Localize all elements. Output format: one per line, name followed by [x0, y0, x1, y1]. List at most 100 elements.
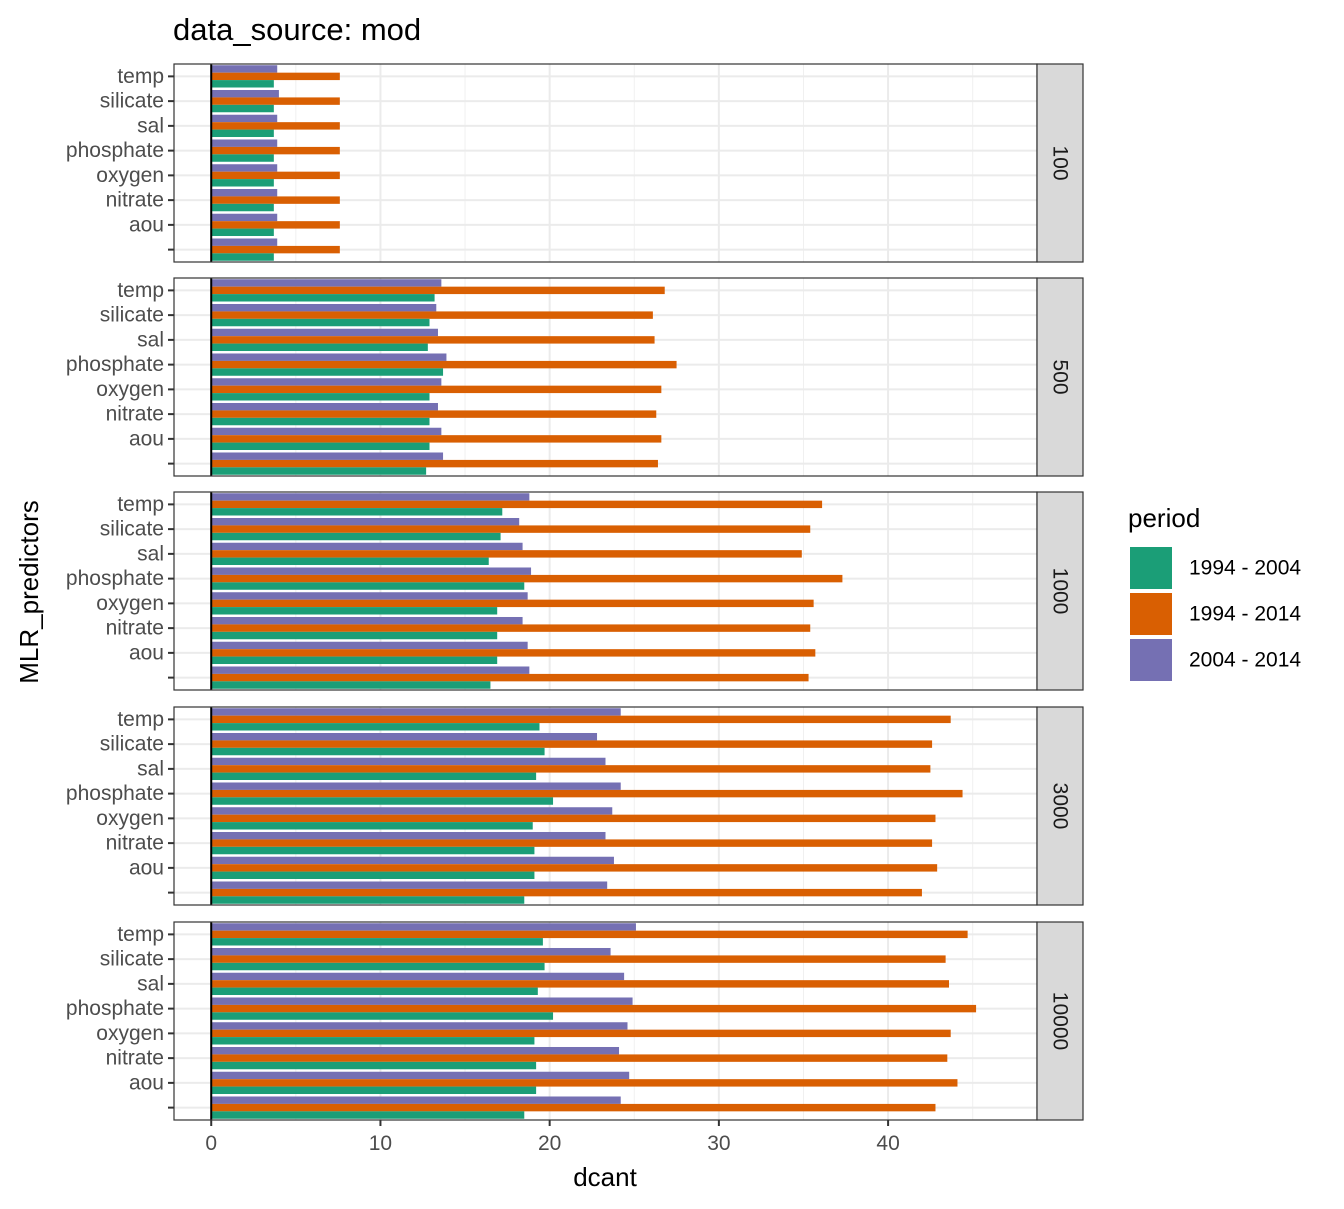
y-tick-label: aou	[129, 1071, 164, 1094]
chart-title: data_source: mod	[173, 12, 421, 47]
y-tick-label: oxygen	[96, 1022, 164, 1045]
bar-500-aou-2004-2014	[211, 427, 442, 436]
bar-1000-aou-2004-2014	[211, 641, 528, 650]
bar-500-temp-1994-2014	[211, 286, 665, 295]
legend-key	[1130, 639, 1172, 681]
facet-panel-500: 500 tempsilicatesalphosphateoxygennitrate…	[66, 277, 1084, 477]
bar-100-nitrate-1994-2004	[211, 203, 274, 212]
facet-strip-label: 10000	[1049, 992, 1072, 1050]
bar-100-sal-1994-2014	[211, 122, 340, 130]
facet-panel-3000: 3000 tempsilicatesalphosphateoxygennitrat…	[66, 706, 1084, 906]
legend-label: 1994 - 2004	[1189, 557, 1301, 580]
facet-strip-label: 1000	[1049, 568, 1072, 615]
bar-500-aou-1994-2004	[211, 442, 430, 451]
y-tick-label: oxygen	[96, 378, 164, 401]
y-tick-label: temp	[117, 65, 164, 88]
bar-3000-aou-1994-2004	[211, 871, 535, 880]
legend-title: period	[1128, 503, 1200, 533]
bar-1000-temp-1994-2014	[211, 500, 823, 509]
bar-100-temp-2004-2014	[211, 65, 278, 73]
bar-3000-silicate-1994-2014	[211, 740, 933, 748]
bar-10000-nitrate-2004-2014	[211, 1046, 620, 1055]
bar-3000-temp-2004-2014	[211, 708, 621, 716]
bar-10000-oxygen-1994-2004	[211, 1037, 535, 1045]
facet-strip	[1036, 921, 1084, 1121]
facet-strip	[1036, 63, 1084, 263]
y-tick-label: aou	[129, 427, 164, 450]
bar-1000-blank-1994-2014	[211, 673, 809, 682]
bar-100-nitrate-1994-2014	[211, 196, 340, 204]
bar-500-sal-2004-2014	[211, 328, 438, 337]
bar-1000-aou-1994-2004	[211, 656, 498, 665]
y-tick-label: silicate	[100, 733, 164, 756]
y-tick-label: silicate	[100, 304, 164, 327]
bar-500-temp-2004-2014	[211, 279, 442, 287]
bar-1000-nitrate-1994-2014	[211, 624, 811, 632]
facet-strip	[1036, 491, 1084, 691]
facet-strip	[1036, 277, 1084, 477]
bar-100-silicate-2004-2014	[211, 89, 279, 98]
bar-10000-phosphate-2004-2014	[211, 997, 633, 1005]
bar-1000-silicate-1994-2004	[211, 532, 501, 541]
bar-3000-silicate-1994-2004	[211, 747, 545, 756]
facet-panel-1000: 1000 tempsilicatesalphosphateoxygennitrat…	[66, 491, 1084, 691]
x-tick-label: 40	[876, 1132, 899, 1155]
y-tick-label: aou	[129, 641, 164, 664]
bar-500-silicate-1994-2014	[211, 311, 653, 319]
y-tick-label: nitrate	[106, 617, 164, 640]
bar-1000-sal-2004-2014	[211, 542, 523, 551]
bar-1000-phosphate-1994-2014	[211, 574, 843, 583]
bar-3000-temp-1994-2004	[211, 723, 540, 731]
bar-500-oxygen-2004-2014	[211, 378, 442, 386]
bar-3000-aou-1994-2014	[211, 864, 938, 872]
y-tick-label: silicate	[100, 948, 164, 971]
bar-10000-phosphate-1994-2004	[211, 1012, 554, 1020]
bar-1000-oxygen-1994-2014	[211, 599, 814, 608]
bar-1000-aou-1994-2014	[211, 649, 816, 657]
facet-strip-label: 500	[1049, 359, 1072, 394]
panel-background	[174, 64, 1037, 262]
y-axis-label: MLR_predictors	[14, 500, 44, 684]
bar-10000-blank-1994-2014	[211, 1103, 936, 1112]
bar-500-silicate-2004-2014	[211, 303, 437, 312]
bar-500-oxygen-1994-2004	[211, 393, 430, 401]
bar-100-temp-1994-2014	[211, 72, 340, 81]
bar-500-blank-1994-2014	[211, 459, 658, 468]
bar-100-phosphate-1994-2014	[211, 146, 340, 155]
bar-10000-phosphate-1994-2014	[211, 1004, 977, 1013]
bar-100-sal-2004-2014	[211, 114, 278, 123]
legend-label: 1994 - 2014	[1189, 603, 1301, 626]
bar-100-phosphate-2004-2014	[211, 139, 278, 147]
bar-500-temp-1994-2004	[211, 294, 435, 302]
bar-3000-sal-1994-2014	[211, 765, 931, 773]
bar-3000-nitrate-2004-2014	[211, 831, 606, 840]
y-tick-label: sal	[137, 972, 164, 995]
y-tick-label: nitrate	[106, 403, 164, 426]
facet-strip-label: 100	[1049, 145, 1072, 180]
bar-100-aou-1994-2004	[211, 228, 274, 237]
facet-panel-10000: 10000 tempsilicatesalphosphateoxygennitra…	[66, 921, 1084, 1121]
bar-500-blank-2004-2014	[211, 452, 444, 460]
bar-100-temp-1994-2004	[211, 80, 274, 88]
y-tick-label: oxygen	[96, 592, 164, 615]
y-tick-label: phosphate	[66, 567, 164, 590]
legend: period 1994 - 2004 1994 - 2014 2004 - 2014	[1128, 503, 1301, 681]
facet-panel-100: 100 tempsilicatesalphosphateoxygennitrate…	[66, 63, 1084, 263]
bar-500-aou-1994-2014	[211, 435, 662, 443]
bar-100-blank-1994-2004	[211, 253, 274, 261]
bar-10000-nitrate-1994-2014	[211, 1054, 948, 1062]
bar-500-nitrate-1994-2004	[211, 417, 430, 426]
bar-10000-temp-1994-2014	[211, 930, 968, 939]
bar-1000-sal-1994-2014	[211, 550, 802, 558]
y-tick-label: nitrate	[106, 189, 164, 212]
bar-500-phosphate-1994-2004	[211, 368, 444, 376]
x-tick-label: 10	[369, 1132, 392, 1155]
bar-500-phosphate-2004-2014	[211, 353, 447, 361]
y-tick-label: sal	[137, 328, 164, 351]
bar-500-nitrate-1994-2014	[211, 410, 657, 418]
y-tick-label: sal	[137, 757, 164, 780]
x-axis-label: dcant	[573, 1162, 637, 1192]
bar-100-blank-1994-2014	[211, 245, 340, 254]
bar-10000-temp-1994-2004	[211, 938, 543, 946]
bar-1000-phosphate-2004-2014	[211, 567, 532, 575]
